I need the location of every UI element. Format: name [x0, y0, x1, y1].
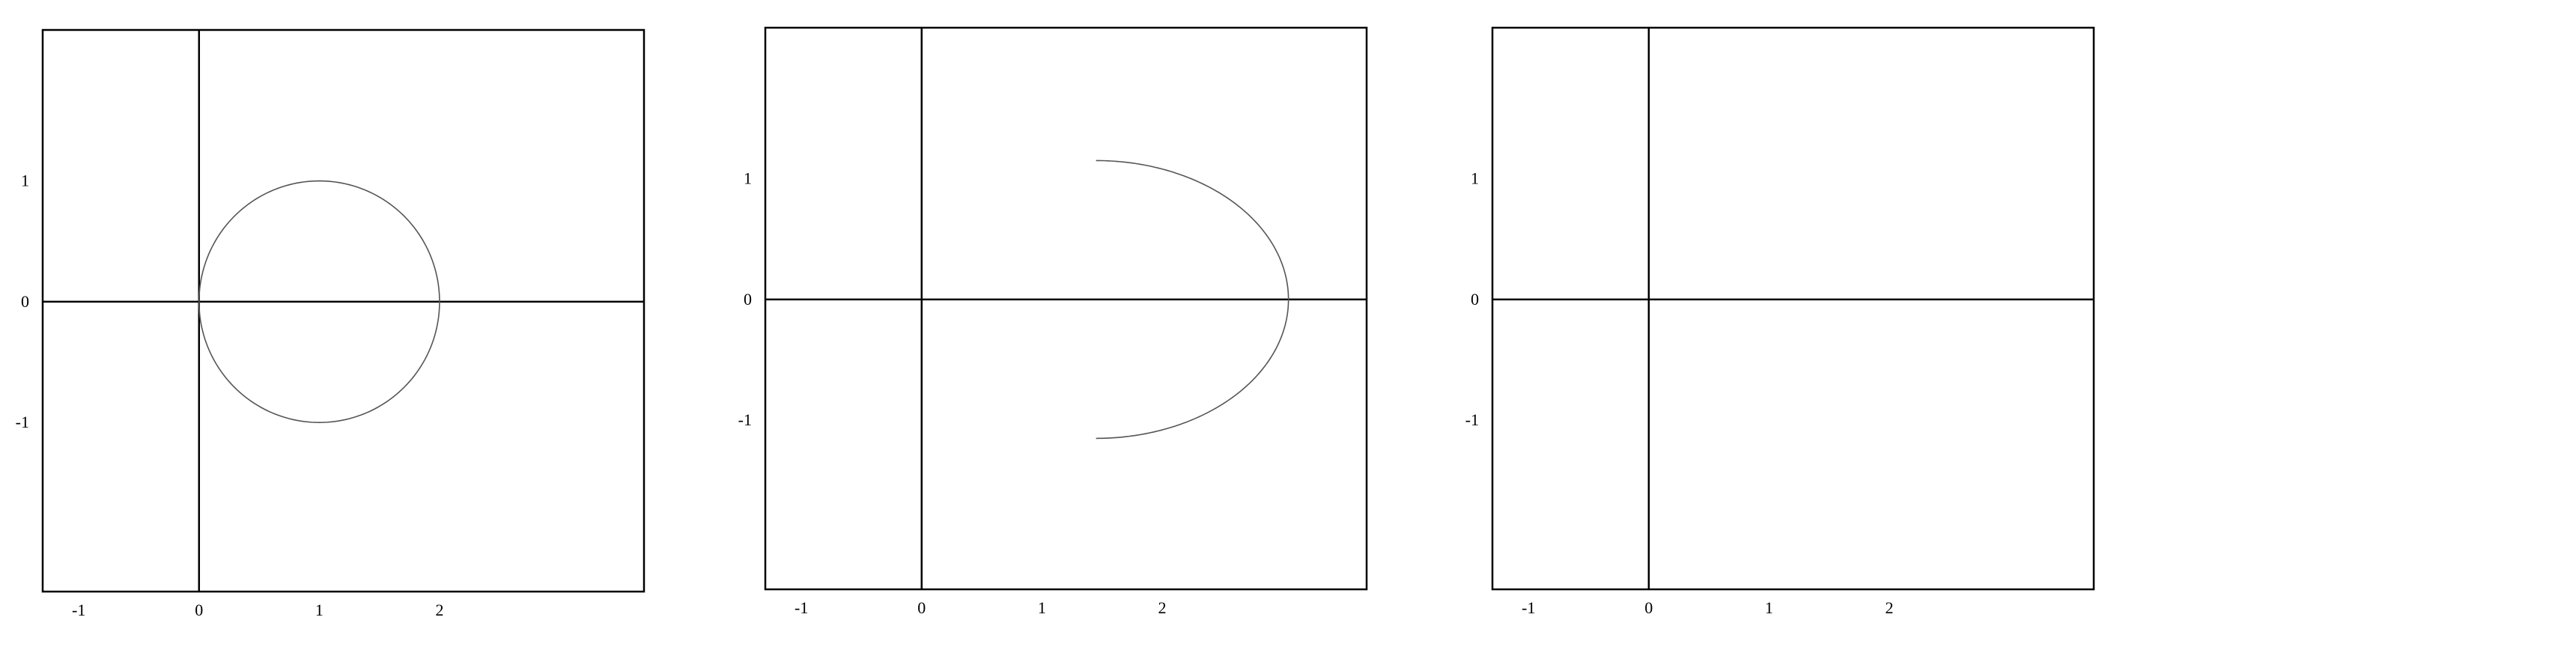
plot-frame: [1491, 26, 2095, 591]
x-tick-label: -1: [1522, 598, 1535, 617]
x-tick-label: -1: [72, 601, 85, 619]
x-tick-label: 0: [1644, 598, 1653, 617]
x-tick-label: 1: [315, 601, 323, 619]
y-tick-label: 1: [21, 171, 29, 190]
x-tick-label: 0: [917, 598, 926, 617]
tick-labels: -1 0 1 2 1 0 -1: [1465, 169, 1894, 617]
curve-layer: [1096, 160, 1289, 440]
y-tick-label: -1: [738, 410, 752, 429]
chart-panel-2: -1 0 1 2 1 0 -1: [738, 26, 1368, 617]
plot-frame: [41, 28, 645, 593]
tick-labels: -1 0 1 2 1 0 -1: [16, 171, 444, 619]
y-tick-label: 1: [744, 169, 752, 188]
chart-panel-3: -1 0 1 2 1 0 -1: [1465, 26, 2095, 617]
x-tick-label: 1: [1038, 598, 1046, 617]
y-tick-label: 0: [744, 290, 752, 309]
plot-frame: [764, 26, 1368, 591]
circle-curve: [198, 180, 440, 423]
x-tick-label: 0: [195, 601, 203, 619]
curve-layer: [198, 180, 440, 423]
chart-panel-1: -1 0 1 2 1 0 -1: [16, 28, 645, 619]
x-tick-label: 1: [1765, 598, 1773, 617]
y-tick-label: -1: [16, 413, 29, 431]
x-tick-label: 2: [435, 601, 443, 619]
y-tick-label: -1: [1465, 410, 1479, 429]
half-ellipse-curve: [1096, 160, 1289, 440]
y-tick-label: 0: [1471, 290, 1479, 309]
x-tick-label: -1: [795, 598, 808, 617]
x-tick-label: 2: [1885, 598, 1893, 617]
tick-labels: -1 0 1 2 1 0 -1: [738, 169, 1167, 617]
y-tick-label: 0: [21, 292, 29, 311]
y-tick-label: 1: [1471, 169, 1479, 188]
x-tick-label: 2: [1158, 598, 1166, 617]
